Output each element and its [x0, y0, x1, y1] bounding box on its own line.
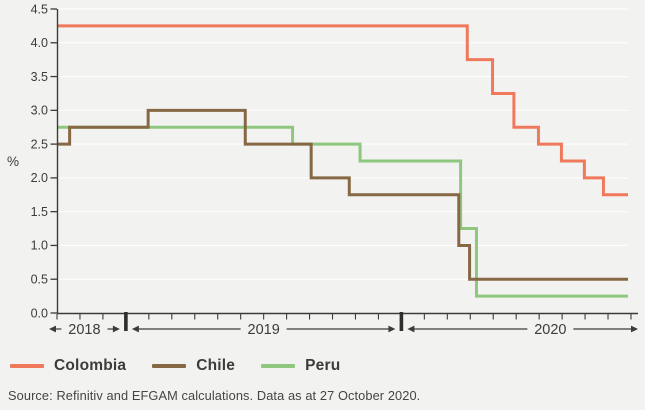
series-line-peru: [57, 125, 628, 298]
y-tick-label: 4.5: [31, 2, 48, 16]
year-label-2020: 2020: [534, 322, 566, 338]
y-tick-label: 0.0: [31, 306, 48, 320]
series-line-colombia: [57, 24, 628, 197]
left-arrow-icon: [407, 325, 415, 333]
chile-line-swatch: [152, 364, 187, 368]
y-tick-label: 4.0: [31, 36, 48, 50]
legend-label-colombia: Colombia: [54, 357, 127, 374]
colombia-line-swatch: [10, 364, 44, 368]
rates-chart-svg: 0.0 0.5 1.0 1.5 2.0 2.5 3.0 3.5 4.0 4.5% 2018 2019 2…: [7, 2, 638, 338]
right-arrow-icon: [388, 325, 396, 333]
y-tick-label: 1.5: [31, 205, 48, 219]
y-tick-label: 3.0: [31, 104, 48, 118]
legend-item-chile: Chile: [152, 357, 235, 375]
y-axis: [50, 8, 59, 314]
y-tick-label: 0.5: [31, 273, 48, 287]
y-tick-label: 2.0: [31, 171, 48, 185]
legend-item-colombia: Colombia: [10, 357, 126, 375]
y-tick-label: 1.0: [31, 239, 48, 253]
right-arrow-icon: [631, 325, 638, 333]
left-arrow-icon: [49, 325, 56, 333]
left-arrow-icon: [131, 325, 139, 333]
right-arrow-icon: [112, 325, 120, 333]
peru-line-swatch: [261, 364, 296, 368]
series-line-chile: [57, 108, 628, 281]
x-axis: [49, 312, 638, 333]
legend-label-chile: Chile: [196, 357, 236, 374]
legend-item-peru: Peru: [261, 357, 340, 375]
y-axis-title: %: [7, 154, 19, 169]
year-label-2019: 2019: [248, 322, 280, 338]
year-label-2018: 2018: [68, 322, 100, 338]
series-lines: [57, 24, 628, 298]
source-note: Source: Refinitiv and EFGAM calculations…: [8, 388, 421, 403]
legend-label-peru: Peru: [305, 357, 341, 374]
y-tick-label: 3.5: [31, 70, 48, 84]
chart-legend: Colombia Chile Peru: [10, 357, 340, 375]
y-tick-label: 2.5: [31, 137, 48, 151]
